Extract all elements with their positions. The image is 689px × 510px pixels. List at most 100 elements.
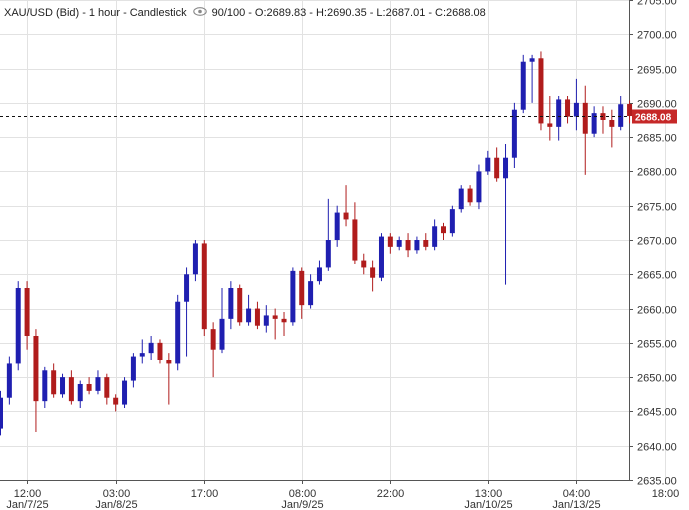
candle-body bbox=[139, 353, 145, 357]
candle bbox=[511, 102, 517, 168]
chart-type-label[interactable]: Candlestick bbox=[129, 7, 187, 19]
eye-icon[interactable] bbox=[192, 7, 207, 19]
candle-body bbox=[538, 58, 544, 124]
candle-body bbox=[343, 212, 349, 220]
candle bbox=[77, 380, 83, 408]
y-tick-label: 2695.00 bbox=[637, 65, 677, 77]
y-tick-label: 2685.00 bbox=[637, 133, 677, 145]
candle-body bbox=[281, 318, 287, 323]
candle-body bbox=[104, 377, 110, 398]
candle bbox=[272, 308, 278, 340]
candle bbox=[15, 281, 21, 371]
candle-body bbox=[361, 260, 367, 268]
x-tick-time: 03:00 bbox=[103, 488, 131, 500]
candle bbox=[219, 288, 225, 354]
candle-body bbox=[60, 377, 66, 395]
y-tick-label: 2670.00 bbox=[637, 236, 677, 248]
candle bbox=[423, 233, 429, 251]
candle-body bbox=[6, 363, 12, 398]
high-value: H:2690.35 bbox=[315, 7, 367, 19]
candle bbox=[113, 394, 119, 412]
candle bbox=[396, 236, 402, 251]
candle bbox=[600, 106, 606, 134]
candle-body bbox=[458, 188, 464, 210]
candle-body bbox=[290, 270, 296, 323]
candle bbox=[370, 260, 376, 292]
x-tick-time: 18:00 bbox=[652, 488, 680, 500]
candle-body bbox=[485, 157, 491, 172]
candle-body bbox=[609, 120, 615, 127]
candle bbox=[378, 233, 384, 282]
candle bbox=[6, 356, 12, 405]
candle-body bbox=[130, 356, 136, 381]
candle bbox=[210, 322, 216, 378]
candle bbox=[520, 54, 526, 114]
candle bbox=[316, 260, 322, 285]
candle bbox=[104, 373, 110, 405]
x-tick-time: 08:00 bbox=[289, 488, 317, 500]
candle-body bbox=[378, 236, 384, 278]
y-tick-label: 2680.00 bbox=[637, 167, 677, 179]
candle-body bbox=[246, 308, 252, 323]
candle-body bbox=[432, 226, 438, 247]
candle bbox=[485, 150, 491, 175]
candle-body bbox=[547, 123, 553, 127]
candle-body bbox=[565, 99, 571, 117]
candle-body bbox=[573, 102, 579, 117]
candle-body bbox=[449, 209, 455, 234]
candle-body bbox=[591, 113, 597, 134]
candle bbox=[361, 253, 367, 275]
x-tick-time: 17:00 bbox=[191, 488, 219, 500]
y-tick-label: 2645.00 bbox=[637, 407, 677, 419]
candle bbox=[414, 236, 420, 254]
candle-body bbox=[405, 240, 411, 251]
candle-body bbox=[387, 236, 393, 247]
candle bbox=[449, 205, 455, 237]
candle bbox=[148, 336, 154, 360]
candle-body bbox=[370, 267, 376, 278]
candle bbox=[166, 353, 172, 405]
candle bbox=[538, 51, 544, 131]
open-value: O:2689.83 bbox=[254, 7, 307, 19]
candle-body bbox=[511, 109, 517, 158]
candle-body bbox=[210, 329, 216, 350]
candle-body bbox=[396, 240, 402, 247]
candle-body bbox=[228, 288, 234, 319]
candle bbox=[175, 294, 181, 371]
x-tick-date: Jan/7/25 bbox=[6, 499, 48, 510]
candle-body bbox=[529, 58, 535, 62]
candle bbox=[565, 96, 571, 124]
candle-body bbox=[414, 240, 420, 251]
candle bbox=[299, 267, 305, 319]
candle bbox=[60, 373, 66, 398]
candle-body bbox=[325, 240, 331, 268]
candle bbox=[334, 205, 340, 247]
y-tick-label: 2700.00 bbox=[637, 30, 677, 42]
candle bbox=[33, 329, 39, 432]
candle bbox=[387, 233, 393, 254]
x-tick-date: Jan/8/25 bbox=[95, 499, 137, 510]
candle-body bbox=[272, 315, 278, 319]
candle-body bbox=[299, 270, 305, 306]
candle bbox=[42, 366, 48, 408]
candle bbox=[290, 267, 296, 326]
candle-body bbox=[157, 342, 163, 360]
candle bbox=[618, 96, 624, 131]
x-tick-date: Jan/13/25 bbox=[552, 499, 600, 510]
candle bbox=[352, 202, 358, 264]
candle bbox=[68, 370, 74, 405]
candle-body bbox=[51, 370, 57, 395]
candle bbox=[254, 301, 260, 330]
candle bbox=[228, 281, 234, 330]
candle bbox=[529, 54, 535, 103]
candle-body bbox=[352, 219, 358, 261]
candle-body bbox=[113, 397, 119, 405]
candle bbox=[343, 185, 349, 227]
candle bbox=[441, 222, 446, 240]
candle bbox=[325, 198, 331, 271]
candle bbox=[458, 185, 464, 213]
y-tick-label: 2660.00 bbox=[637, 305, 677, 317]
candle bbox=[122, 377, 128, 408]
candle-body bbox=[24, 288, 30, 336]
